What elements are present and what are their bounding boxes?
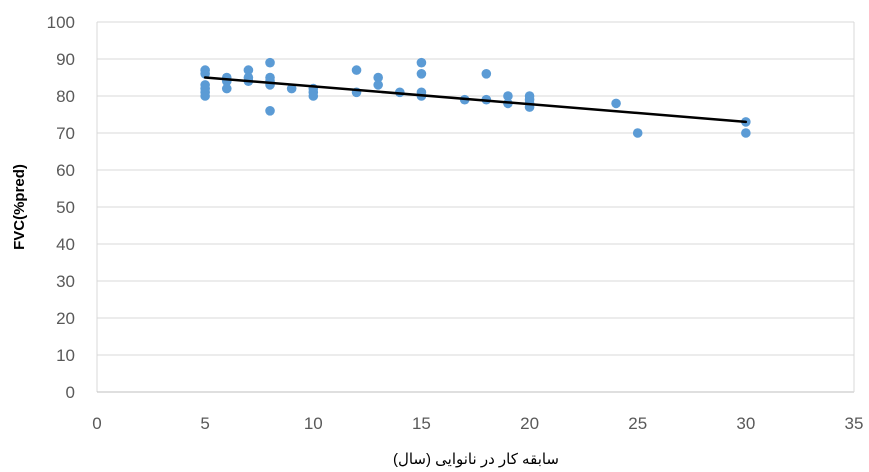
y-tick-label-0: 0 (66, 383, 75, 402)
x-tick-label-10: 10 (304, 414, 323, 433)
y-tick-label-100: 100 (47, 13, 75, 32)
data-point (416, 57, 427, 68)
trendline (203, 76, 748, 124)
x-tick-label-0: 0 (92, 414, 101, 433)
y-tick-label-90: 90 (56, 50, 75, 69)
x-axis-ticks: 0 5 10 15 20 25 30 35 (92, 414, 863, 433)
data-point (416, 69, 427, 79)
plot-area (96, 22, 855, 393)
data-point (741, 128, 751, 138)
data-point (632, 128, 643, 138)
data-point (503, 91, 513, 101)
data-point (265, 106, 275, 116)
data-point (243, 65, 254, 75)
data-point (481, 69, 492, 79)
data-point (200, 69, 210, 79)
gridlines (97, 21, 854, 356)
y-tick-label-50: 50 (56, 198, 75, 217)
x-tick-label-15: 15 (412, 414, 431, 433)
y-axis-title: FVC(%pred) (11, 164, 28, 250)
x-axis-title: سابقه کار در نانوایی (سال) (393, 451, 559, 468)
x-tick-label-5: 5 (200, 414, 209, 433)
y-tick-label-70: 70 (56, 124, 75, 143)
y-tick-label-30: 30 (56, 272, 75, 291)
y-tick-label-10: 10 (56, 346, 75, 365)
data-point (373, 80, 383, 90)
data-point (351, 65, 362, 75)
x-tick-label-35: 35 (845, 414, 864, 433)
x-tick-label-20: 20 (520, 414, 539, 433)
x-tick-label-30: 30 (736, 414, 755, 433)
y-tick-label-80: 80 (56, 87, 75, 106)
data-point (611, 98, 621, 109)
data-point (200, 91, 210, 101)
y-tick-label-40: 40 (56, 235, 75, 254)
trendline-group (203, 76, 748, 124)
data-point (221, 83, 232, 94)
y-axis-ticks: 0 10 20 30 40 50 60 70 80 90 100 (47, 13, 75, 402)
y-tick-label-20: 20 (56, 309, 75, 328)
data-point (286, 83, 297, 94)
data-point (308, 91, 319, 101)
y-tick-label-60: 60 (56, 161, 75, 180)
data-points (200, 57, 751, 138)
data-point (265, 57, 275, 68)
data-point (373, 72, 383, 83)
x-tick-label-25: 25 (628, 414, 647, 433)
